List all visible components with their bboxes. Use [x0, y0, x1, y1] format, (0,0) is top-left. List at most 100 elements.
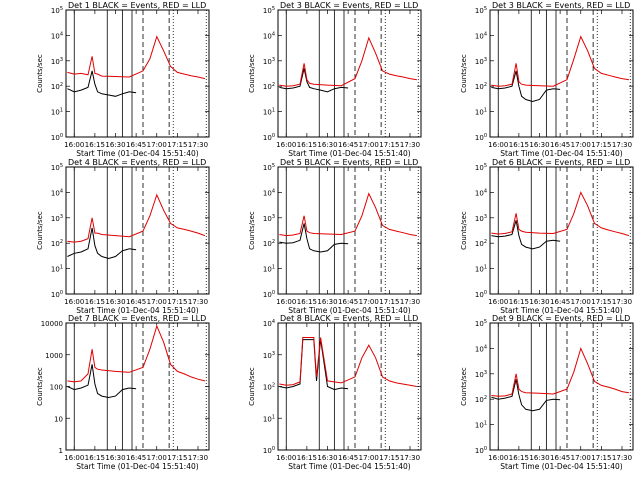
y-tick-label: 100: [263, 290, 275, 299]
x-tick-label: 16:15: [509, 141, 529, 149]
x-tick-label: 16:45: [550, 141, 570, 149]
plot-frame: [65, 9, 210, 138]
y-tick-label: 10: [54, 415, 63, 423]
series-line-events: [279, 223, 349, 253]
x-tick-label: 16:00: [488, 454, 508, 462]
x-tick-label: 16:00: [276, 454, 296, 462]
plot-frame: [65, 166, 210, 295]
y-tick-label: 103: [475, 57, 487, 66]
series-line-lld: [279, 192, 417, 237]
series-line-lld: [491, 35, 629, 87]
x-tick-label: 17:00: [359, 454, 379, 462]
y-tick-label: 105: [51, 6, 63, 15]
panel-title: Det 8 BLACK = Events, RED = LLD: [280, 314, 418, 323]
x-tick-label: 16:45: [126, 298, 146, 306]
y-tick-label: 103: [263, 351, 275, 360]
panel-title: Det 3 BLACK = Events, RED = LLD: [492, 1, 630, 10]
y-tick-label: 105: [475, 163, 487, 172]
x-tick-label: 17:00: [147, 454, 167, 462]
x-tick-label: 17:30: [612, 141, 632, 149]
x-tick-label: 17:00: [571, 298, 591, 306]
y-tick-label: 105: [475, 319, 487, 328]
x-tick-label: 16:15: [509, 454, 529, 462]
y-axis-label: Counts/sec: [248, 367, 256, 406]
plot-frame: [489, 322, 634, 451]
x-tick-label: 16:30: [529, 454, 549, 462]
y-axis-label: Counts/sec: [460, 54, 468, 93]
series-line-lld: [67, 193, 206, 243]
y-tick-label: 104: [475, 31, 487, 40]
y-tick-label: 102: [475, 395, 487, 404]
panel-title: Det 5 BLACK = Events, RED = LLD: [280, 158, 418, 167]
y-tick-label: 102: [51, 239, 63, 248]
y-tick-label: 104: [263, 188, 275, 197]
y-tick-label: 102: [263, 239, 275, 248]
y-tick-label: 100: [51, 290, 63, 299]
panel-title: Det 6 BLACK = Events, RED = LLD: [492, 158, 630, 167]
x-tick-label: 17:30: [188, 298, 208, 306]
x-tick-label: 16:30: [105, 454, 125, 462]
series-line-events: [491, 70, 561, 103]
x-tick-label: 17:00: [571, 454, 591, 462]
plot-frame: [277, 322, 422, 451]
x-tick-label: 16:30: [317, 298, 337, 306]
y-tick-label: 100: [263, 133, 275, 142]
y-tick-label: 103: [51, 214, 63, 223]
x-tick-label: 17:15: [167, 298, 187, 306]
x-tick-label: 17:15: [379, 141, 399, 149]
x-tick-label: 17:15: [591, 298, 611, 306]
y-tick-label: 105: [263, 6, 275, 15]
y-tick-label: 103: [475, 214, 487, 223]
y-tick-label: 101: [263, 108, 275, 117]
series-line-events: [67, 364, 137, 399]
x-tick-label: 16:30: [529, 141, 549, 149]
series-line-events: [279, 68, 349, 93]
x-tick-label: 17:15: [591, 454, 611, 462]
x-axis-label: Start Time (01-Dec-04 15:51:40): [500, 149, 622, 158]
x-tick-label: 17:30: [400, 298, 420, 306]
x-axis-label: Start Time (01-Dec-04 15:51:40): [76, 149, 198, 158]
series-line-lld: [67, 324, 206, 383]
x-tick-label: 16:15: [297, 454, 317, 462]
x-axis-label: Start Time (01-Dec-04 15:51:40): [288, 462, 410, 471]
series-line-lld: [279, 337, 417, 387]
x-axis-label: Start Time (01-Dec-04 15:51:40): [288, 306, 410, 315]
y-tick-label: 105: [51, 163, 63, 172]
x-tick-label: 16:30: [317, 141, 337, 149]
x-tick-label: 16:45: [338, 298, 358, 306]
detector-panel: Det 6 BLACK = Events, RED = LLD 100 101 102…: [460, 158, 634, 315]
panel-title: Det 3 BLACK = Events, RED = LLD: [280, 1, 418, 10]
y-tick-label: 100: [51, 133, 63, 142]
x-tick-label: 16:00: [276, 141, 296, 149]
y-tick-label: 1000: [45, 352, 63, 360]
y-tick-label: 101: [475, 265, 487, 274]
y-tick-label: 101: [51, 108, 63, 117]
x-tick-label: 16:45: [126, 454, 146, 462]
y-tick-label: 104: [263, 31, 275, 40]
y-tick-label: 103: [475, 370, 487, 379]
x-tick-label: 16:00: [488, 141, 508, 149]
y-tick-label: 102: [263, 383, 275, 392]
x-tick-label: 16:30: [105, 141, 125, 149]
x-axis-label: Start Time (01-Dec-04 15:51:40): [76, 462, 198, 471]
x-tick-label: 16:00: [488, 298, 508, 306]
detector-panel: Det 3 BLACK = Events, RED = LLD 100 101 102…: [460, 1, 634, 158]
x-tick-label: 17:30: [400, 141, 420, 149]
x-tick-label: 16:30: [529, 298, 549, 306]
y-axis-label: Counts/sec: [460, 211, 468, 250]
y-axis-label: Counts/sec: [36, 211, 44, 250]
y-tick-label: 101: [263, 414, 275, 423]
panel-title: Det 9 BLACK = Events, RED = LLD: [492, 314, 630, 323]
x-tick-label: 16:45: [550, 454, 570, 462]
x-tick-label: 17:00: [359, 141, 379, 149]
y-tick-label: 104: [475, 188, 487, 197]
series-line-lld: [491, 346, 629, 397]
detector-panel: Det 7 BLACK = Events, RED = LLD 1 10 100 100…: [36, 314, 210, 471]
detector-panel: Det 3 BLACK = Events, RED = LLD 100 101 102…: [248, 1, 422, 158]
series-line-events: [491, 220, 561, 250]
y-tick-label: 102: [51, 82, 63, 91]
x-tick-label: 17:15: [379, 454, 399, 462]
x-tick-label: 16:00: [64, 454, 84, 462]
x-tick-label: 17:15: [379, 298, 399, 306]
x-tick-label: 17:30: [188, 454, 208, 462]
